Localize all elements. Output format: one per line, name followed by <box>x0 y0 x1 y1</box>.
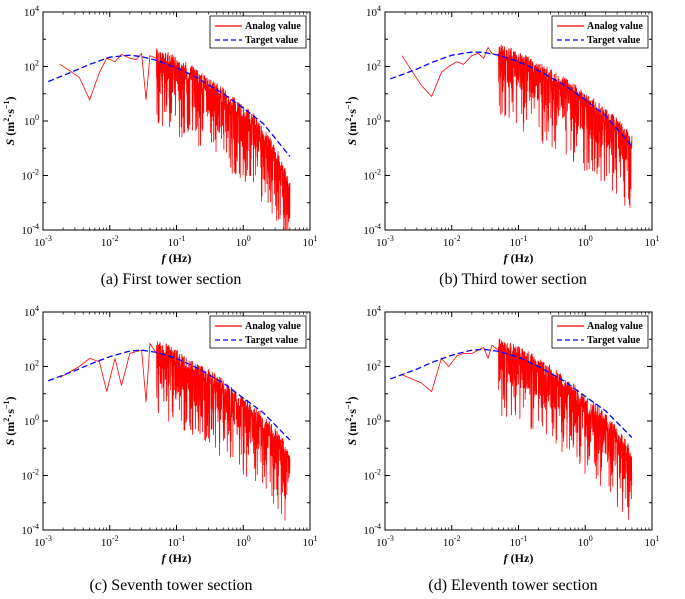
legend-analog-label: Analog value <box>587 21 643 32</box>
y-tick-label: 10-4 <box>21 522 39 537</box>
legend-target-label: Target value <box>587 35 641 46</box>
y-tick-label: 10-2 <box>363 468 381 483</box>
y-axis-label: S (m2·s−1) <box>344 97 359 146</box>
spectrum-chart-seventh-tower: 10-3 10-2 10-1 100 101 10-4 10-2 100 102 104 f (Hz… <box>2 304 318 565</box>
y-tick-label: 104 <box>366 4 381 19</box>
legend-box <box>209 15 307 49</box>
analog-series-line <box>59 341 291 521</box>
x-tick-label: 101 <box>645 234 660 249</box>
x-tick-label: 10-2 <box>443 234 461 249</box>
analog-series-line <box>401 338 633 520</box>
y-tick-label: 10-4 <box>363 222 381 237</box>
y-tick-label: 104 <box>24 4 39 19</box>
x-tick-label: 10-1 <box>168 534 186 549</box>
y-tick-label: 102 <box>24 359 39 374</box>
target-series-line <box>48 349 291 441</box>
legend-analog-label: Analog value <box>245 321 301 332</box>
spectrum-chart-first-tower: 10-3 10-2 10-1 100 101 10-4 10-2 100 102 104 f (Hz… <box>2 4 318 265</box>
y-tick-label: 100 <box>366 113 381 128</box>
y-tick-label: 102 <box>366 359 381 374</box>
chart-panel-seventh-tower: 10-3 10-2 10-1 100 101 10-4 10-2 100 102 104 f (Hz… <box>0 300 342 599</box>
y-tick-label: 10-2 <box>21 168 39 183</box>
y-tick-label: 102 <box>24 59 39 74</box>
y-tick-label: 100 <box>24 113 39 128</box>
chart-panel-third-tower: 10-3 10-2 10-1 100 101 10-4 10-2 100 102 104 f (Hz… <box>342 0 684 299</box>
x-tick-label: 10-2 <box>101 534 119 549</box>
chart-panel-first-tower: 10-3 10-2 10-1 100 101 10-4 10-2 100 102 104 f (Hz… <box>0 0 342 299</box>
spectrum-chart-eleventh-tower: 10-3 10-2 10-1 100 101 10-4 10-2 100 102 104 f (Hz… <box>344 304 660 565</box>
x-tick-label: 100 <box>236 534 251 549</box>
x-axis-label: f (Hz) <box>162 551 192 565</box>
legend-target-label: Target value <box>245 335 299 346</box>
chart-caption: (a) First tower section <box>100 271 242 288</box>
x-tick-label: 10-3 <box>376 534 394 549</box>
chart-caption: (b) Third tower section <box>439 271 587 288</box>
legend-target-label: Target value <box>587 335 641 346</box>
x-tick-label: 100 <box>578 534 593 549</box>
analog-series-line <box>59 48 291 230</box>
legend-analog-label: Analog value <box>587 321 643 332</box>
target-series-line <box>390 348 633 438</box>
legend-box <box>551 315 649 349</box>
legend-box <box>209 315 307 349</box>
x-tick-label: 10-1 <box>510 534 528 549</box>
y-axis-label: S (m2·s−1) <box>2 97 17 146</box>
y-tick-label: 100 <box>366 413 381 428</box>
target-series-line <box>48 54 291 157</box>
legend-box <box>551 15 649 49</box>
x-tick-label: 10-1 <box>168 234 186 249</box>
y-tick-label: 10-2 <box>21 468 39 483</box>
x-tick-label: 101 <box>303 234 318 249</box>
y-tick-label: 104 <box>366 304 381 319</box>
y-tick-label: 10-2 <box>363 168 381 183</box>
x-axis-label: f (Hz) <box>504 251 534 265</box>
x-tick-label: 10-3 <box>34 534 52 549</box>
x-tick-label: 10-2 <box>101 234 119 249</box>
y-tick-label: 10-4 <box>363 522 381 537</box>
spectrum-chart-third-tower: 10-3 10-2 10-1 100 101 10-4 10-2 100 102 104 f (Hz… <box>344 4 660 265</box>
x-tick-label: 10-3 <box>34 234 52 249</box>
legend-analog-label: Analog value <box>245 21 301 32</box>
y-axis-label: S (m2·s−1) <box>344 397 359 446</box>
x-axis-label: f (Hz) <box>162 251 192 265</box>
chart-caption: (c) Seventh tower section <box>89 577 253 594</box>
chart-panel-eleventh-tower: 10-3 10-2 10-1 100 101 10-4 10-2 100 102 104 f (Hz… <box>342 300 684 599</box>
x-tick-label: 10-2 <box>443 534 461 549</box>
x-tick-label: 101 <box>303 534 318 549</box>
y-tick-label: 100 <box>24 413 39 428</box>
analog-series-line <box>401 44 633 209</box>
x-tick-label: 10-1 <box>510 234 528 249</box>
x-axis-label: f (Hz) <box>504 551 534 565</box>
x-tick-label: 100 <box>236 234 251 249</box>
y-tick-label: 104 <box>24 304 39 319</box>
legend-target-label: Target value <box>245 35 299 46</box>
x-tick-label: 100 <box>578 234 593 249</box>
target-series-line <box>390 51 633 147</box>
y-tick-label: 102 <box>366 59 381 74</box>
y-axis-label: S (m2·s−1) <box>2 397 17 446</box>
y-tick-label: 10-4 <box>21 222 39 237</box>
x-tick-label: 10-3 <box>376 234 394 249</box>
x-tick-label: 101 <box>645 534 660 549</box>
chart-caption: (d) Eleventh tower section <box>428 577 598 594</box>
